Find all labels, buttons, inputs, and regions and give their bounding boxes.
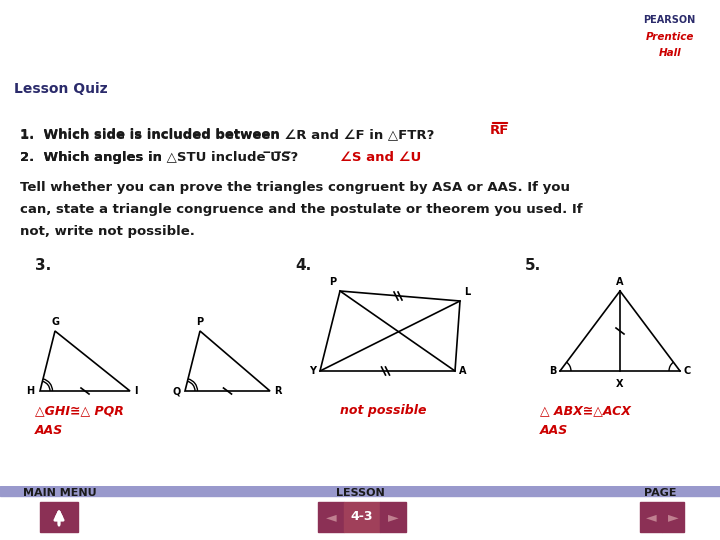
- Text: A: A: [459, 366, 467, 376]
- Text: G: G: [51, 317, 59, 327]
- Text: A: A: [616, 277, 624, 287]
- Text: R: R: [274, 386, 282, 396]
- Text: △GHI≅△ PQR: △GHI≅△ PQR: [35, 404, 124, 417]
- Text: C: C: [684, 366, 691, 376]
- Text: ◄: ◄: [646, 510, 657, 524]
- Text: 1.  Which side is included between: 1. Which side is included between: [20, 128, 284, 141]
- Text: B: B: [549, 366, 556, 376]
- Text: H: H: [26, 386, 34, 396]
- Text: 2.  Which angles in: 2. Which angles in: [20, 151, 166, 164]
- Text: I: I: [134, 386, 138, 396]
- Text: 4.: 4.: [295, 258, 311, 273]
- Text: Lesson Quiz: Lesson Quiz: [14, 82, 108, 96]
- Text: 1.  Which side is included between ∠R and ∠F in △FTR?: 1. Which side is included between ∠R and…: [20, 128, 434, 141]
- Text: PAGE: PAGE: [644, 488, 676, 498]
- Bar: [40, 502, 78, 532]
- Bar: [640, 502, 662, 532]
- Text: L: L: [464, 287, 470, 297]
- Text: Prentice: Prentice: [645, 31, 694, 42]
- Text: 2.  Which angles in △STU include ̅U̅S̅?: 2. Which angles in △STU include ̅U̅S̅?: [20, 151, 298, 164]
- Text: can, state a triangle congruence and the postulate or theorem you used. If: can, state a triangle congruence and the…: [20, 203, 582, 216]
- Text: 3.: 3.: [35, 258, 51, 273]
- Text: Hall: Hall: [658, 48, 681, 58]
- Text: X: X: [616, 379, 624, 389]
- Text: ◄: ◄: [325, 510, 336, 524]
- Text: not, write not possible.: not, write not possible.: [20, 225, 195, 238]
- Bar: [380, 502, 406, 532]
- Bar: [318, 502, 344, 532]
- Text: AAS: AAS: [540, 424, 568, 437]
- Bar: [0, 486, 720, 496]
- Bar: [662, 502, 684, 532]
- Text: ►: ►: [387, 510, 398, 524]
- Text: 5.: 5.: [525, 258, 541, 273]
- Bar: [344, 502, 380, 532]
- Text: PEARSON: PEARSON: [644, 15, 696, 25]
- Text: Triangle Congruence by ASA and AAS: Triangle Congruence by ASA and AAS: [14, 15, 453, 35]
- Text: Q: Q: [173, 386, 181, 396]
- Text: not possible: not possible: [340, 404, 426, 417]
- Text: GEOMETRY LESSON 4-3: GEOMETRY LESSON 4-3: [14, 50, 129, 60]
- Text: ∠S and ∠U: ∠S and ∠U: [340, 151, 421, 164]
- Text: P: P: [329, 277, 336, 287]
- Text: △ ABX≅△ACX: △ ABX≅△ACX: [540, 404, 631, 417]
- Text: MAIN MENU: MAIN MENU: [23, 488, 96, 498]
- Text: Y: Y: [309, 366, 316, 376]
- Text: ►: ►: [667, 510, 678, 524]
- Text: 4-3: 4-3: [351, 510, 373, 523]
- Text: Tell whether you can prove the triangles congruent by ASA or AAS. If you: Tell whether you can prove the triangles…: [20, 181, 570, 194]
- Text: P: P: [197, 317, 204, 327]
- Text: RF: RF: [490, 124, 509, 137]
- Text: LESSON: LESSON: [336, 488, 384, 498]
- Text: AAS: AAS: [35, 424, 63, 437]
